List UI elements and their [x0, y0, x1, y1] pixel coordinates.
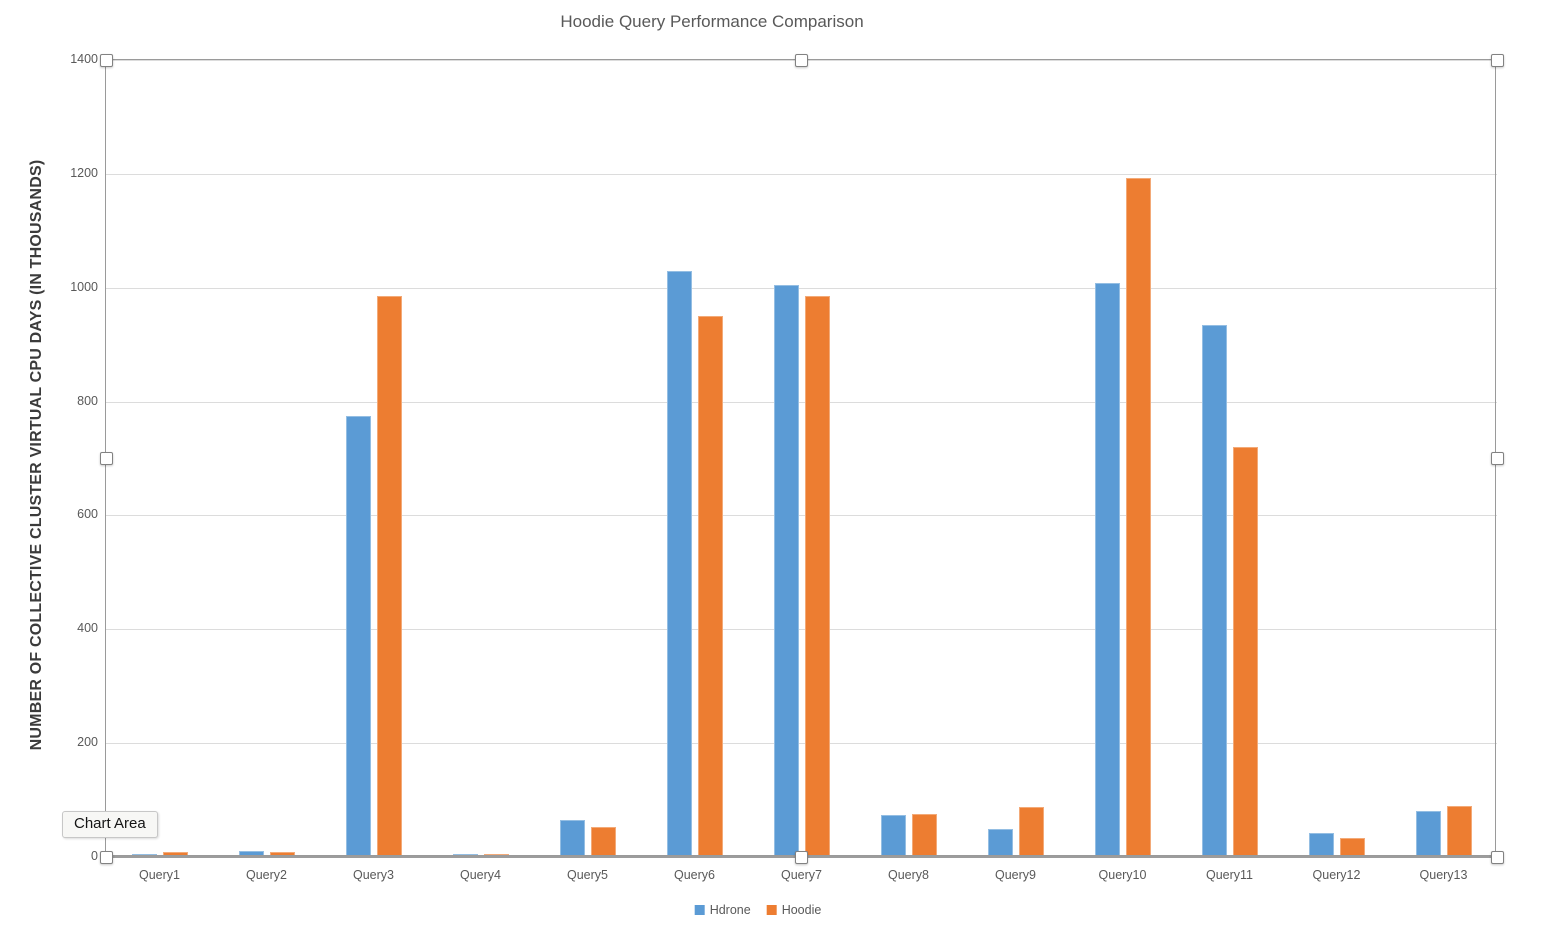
y-tick-label: 1000 [70, 279, 98, 294]
x-tick-label: Query5 [567, 868, 608, 882]
x-tick-label: Query8 [888, 868, 929, 882]
gridline [106, 173, 1497, 175]
bar-hoodie-query9[interactable] [1018, 807, 1044, 857]
x-tick-label: Query10 [1098, 868, 1147, 882]
selection-handle-mid-right[interactable] [1490, 451, 1504, 465]
legend-swatch-hdrone [694, 905, 705, 915]
y-tick-label: 1400 [70, 52, 98, 66]
x-tick-label: Query12 [1312, 868, 1361, 882]
plot-area[interactable] [106, 60, 1497, 858]
selection-handle-bottom-left[interactable] [99, 850, 113, 864]
x-tick-label: Query2 [246, 868, 287, 882]
bar-hdrone-query3[interactable] [345, 415, 371, 857]
bar-hdrone-query11[interactable] [1201, 324, 1227, 857]
bar-hoodie-query10[interactable] [1125, 177, 1151, 857]
bar-hoodie-query11[interactable] [1232, 447, 1258, 857]
y-tick-label: 600 [77, 507, 98, 522]
bar-hoodie-query2[interactable] [269, 851, 295, 857]
bar-hoodie-query1[interactable] [162, 851, 188, 857]
x-tick-label: Query11 [1205, 868, 1253, 882]
selection-handle-top-right[interactable] [1490, 53, 1504, 67]
x-tick-label: Query6 [674, 868, 715, 882]
bar-hoodie-query6[interactable] [697, 316, 723, 857]
x-tick-label: Query3 [353, 868, 394, 882]
selection-handle-top-left[interactable] [99, 53, 113, 67]
bar-hdrone-query10[interactable] [1094, 283, 1120, 857]
bar-hoodie-query13[interactable] [1446, 805, 1472, 857]
y-tick-label: 800 [77, 393, 98, 408]
bar-hoodie-query5[interactable] [590, 827, 616, 857]
bar-hdrone-query6[interactable] [666, 270, 692, 857]
gridline [106, 287, 1497, 289]
legend-swatch-hoodie [766, 905, 777, 915]
x-tick-label: Query7 [781, 868, 822, 882]
x-tick-label: Query13 [1419, 868, 1468, 882]
legend-item-hoodie[interactable]: Hoodie [766, 903, 822, 917]
bar-hdrone-query9[interactable] [987, 829, 1013, 857]
y-tick-label: 1200 [70, 165, 98, 180]
gridline [106, 401, 1497, 403]
bar-hdrone-query7[interactable] [773, 284, 799, 857]
selection-handle-bottom-right[interactable] [1490, 850, 1504, 864]
bar-hdrone-query8[interactable] [880, 814, 906, 857]
bar-hdrone-query13[interactable] [1415, 810, 1441, 857]
bar-hdrone-query5[interactable] [559, 820, 585, 857]
bar-hoodie-query12[interactable] [1339, 837, 1365, 857]
selection-handle-top-center[interactable] [794, 53, 808, 67]
gridline [106, 743, 1497, 745]
selection-handle-mid-left[interactable] [99, 451, 113, 465]
y-axis-title[interactable]: NUMBER OF COLLECTIVE CLUSTER VIRTUAL CPU… [28, 159, 45, 751]
y-tick-label: 400 [77, 621, 98, 636]
bar-hoodie-query8[interactable] [911, 813, 937, 857]
x-tick-label: Query1 [139, 868, 180, 882]
bar-hoodie-query3[interactable] [376, 296, 402, 857]
y-tick-label: 200 [77, 735, 98, 750]
gridline [106, 629, 1497, 631]
legend-item-hdrone[interactable]: Hdrone [694, 903, 751, 917]
bar-hoodie-query7[interactable] [804, 296, 830, 857]
gridline [106, 515, 1497, 517]
bar-hdrone-query2[interactable] [238, 851, 264, 857]
chart-title[interactable]: Hoodie Query Performance Comparison [560, 12, 864, 31]
selection-handle-bottom-center[interactable] [794, 850, 808, 864]
x-tick-label: Query4 [460, 868, 501, 882]
chart-area-tooltip: Chart Area [62, 811, 158, 838]
legend-label: Hoodie [781, 903, 822, 917]
x-tick-label: Query9 [995, 868, 1036, 882]
legend[interactable]: Hdrone Hoodie [694, 903, 822, 917]
y-tick-label: 0 [91, 849, 98, 863]
legend-label: Hdrone [709, 903, 751, 917]
bar-hdrone-query12[interactable] [1308, 832, 1334, 857]
